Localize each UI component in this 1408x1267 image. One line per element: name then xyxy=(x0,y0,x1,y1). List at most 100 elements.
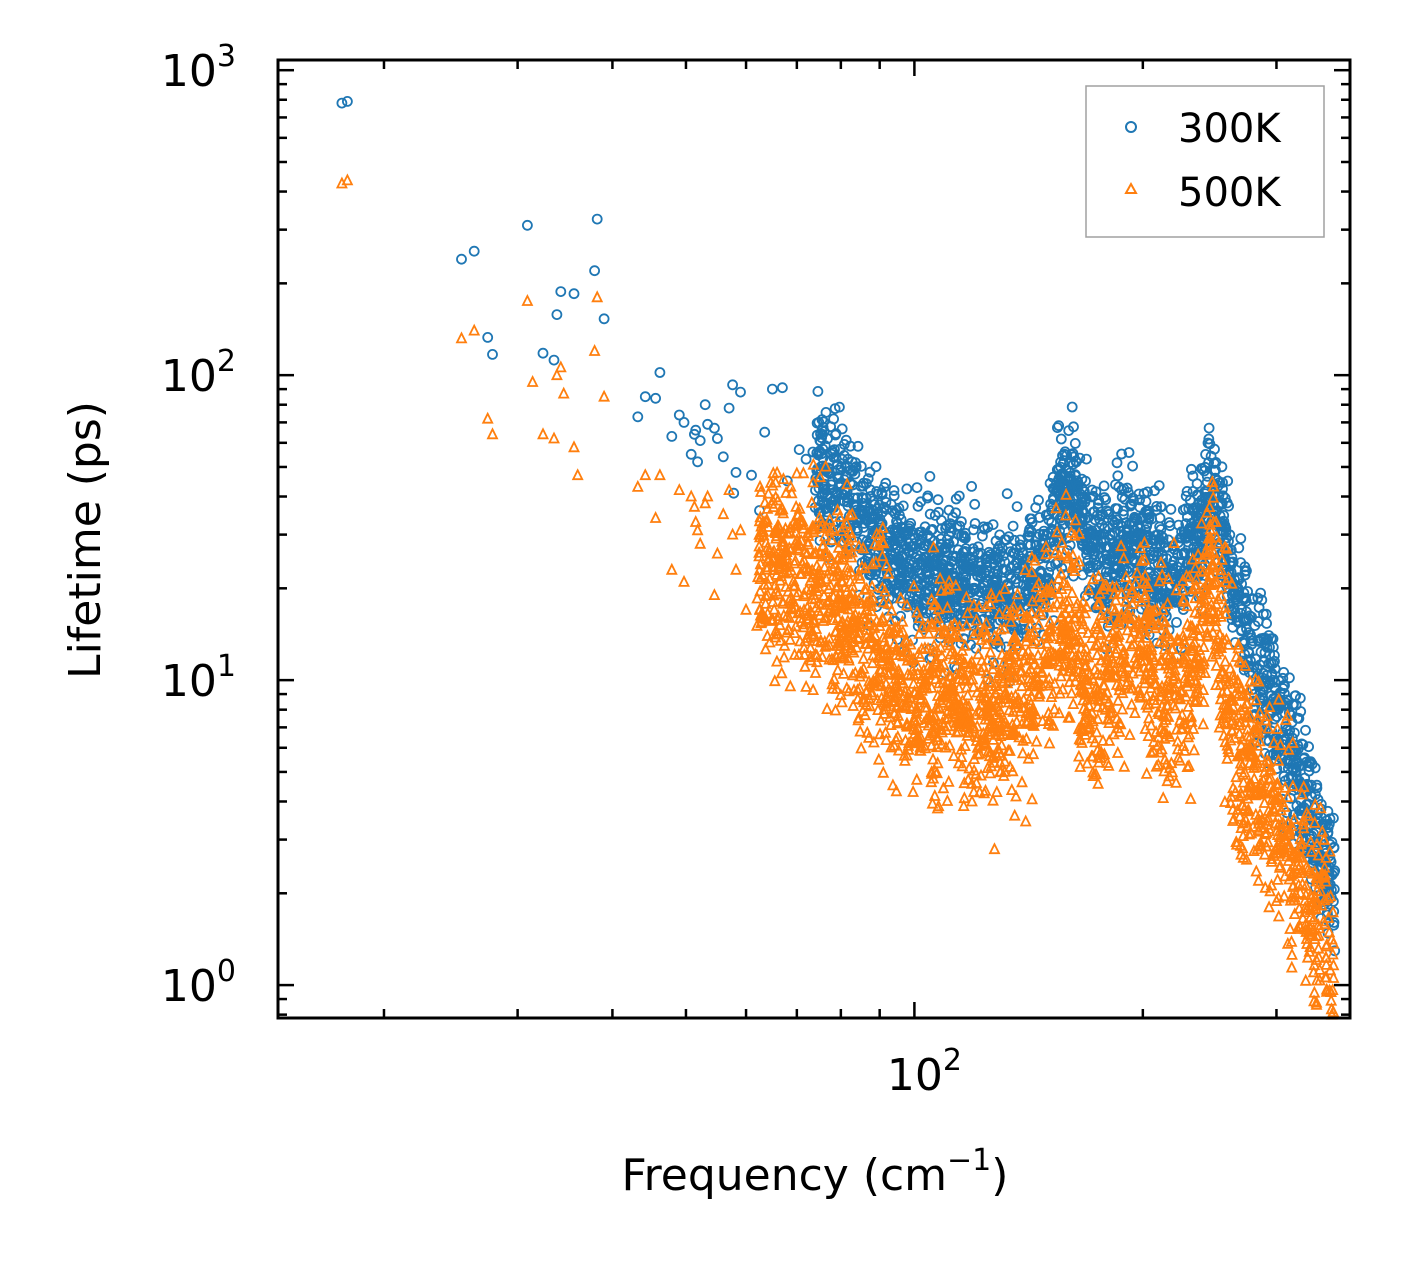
point-500K xyxy=(994,622,1007,635)
point-500K xyxy=(774,633,787,646)
point-500K xyxy=(784,479,797,492)
point-500K xyxy=(829,703,842,716)
point-300K xyxy=(1187,485,1199,497)
point-500K xyxy=(1214,692,1227,705)
point-300K xyxy=(1009,548,1020,560)
point-500K xyxy=(947,749,960,761)
point-500K xyxy=(983,706,995,719)
point-500K xyxy=(942,635,955,648)
point-500K xyxy=(1104,629,1116,642)
point-500K xyxy=(874,713,887,726)
point-500K xyxy=(1183,569,1196,582)
point-500K xyxy=(1027,677,1040,689)
point-500K xyxy=(1260,753,1273,766)
point-300K xyxy=(800,453,812,465)
point-500K xyxy=(967,784,980,797)
point-500K xyxy=(1129,576,1142,589)
point-500K xyxy=(1155,555,1168,568)
point-500K xyxy=(914,650,927,662)
point-500K xyxy=(964,657,977,670)
point-500K xyxy=(1117,551,1130,564)
point-500K xyxy=(977,660,990,673)
point-500K xyxy=(1293,841,1306,854)
point-300K xyxy=(852,440,864,452)
point-500K xyxy=(887,706,900,719)
point-500K xyxy=(1107,727,1120,740)
point-500K xyxy=(1128,706,1141,718)
point-500K xyxy=(1053,658,1066,671)
point-500K xyxy=(781,525,794,538)
point-500K xyxy=(1234,762,1247,774)
point-300K xyxy=(1005,562,1016,574)
point-300K xyxy=(1231,611,1242,623)
point-500K xyxy=(915,642,928,654)
point-300K xyxy=(548,354,560,366)
point-300K xyxy=(950,551,962,563)
point-500K xyxy=(1177,716,1190,728)
point-300K xyxy=(820,406,832,418)
point-500K xyxy=(1288,907,1301,919)
point-500K xyxy=(1085,749,1098,762)
point-500K xyxy=(1098,678,1111,691)
point-500K xyxy=(959,739,971,751)
point-500K xyxy=(1030,671,1043,683)
point-500K xyxy=(1209,619,1222,632)
point-500K xyxy=(665,562,678,575)
point-500K xyxy=(927,752,939,765)
point-500K xyxy=(1000,649,1013,662)
point-500K xyxy=(1317,832,1330,845)
point-300K xyxy=(1077,540,1088,552)
point-300K xyxy=(864,466,876,478)
point-500K xyxy=(807,683,820,695)
point-500K xyxy=(786,602,799,615)
point-500K xyxy=(1008,647,1021,660)
point-500K xyxy=(1063,675,1076,688)
point-500K xyxy=(937,690,950,703)
point-300K xyxy=(1101,558,1113,570)
point-500K xyxy=(1083,721,1096,733)
point-500K xyxy=(965,776,978,789)
point-500K xyxy=(987,793,999,806)
point-500K xyxy=(1220,717,1233,730)
point-500K xyxy=(843,653,855,666)
point-500K xyxy=(1236,732,1249,745)
point-500K xyxy=(1307,965,1320,978)
point-300K xyxy=(1082,538,1093,550)
point-300K xyxy=(828,413,839,425)
point-300K xyxy=(822,433,833,445)
point-500K xyxy=(867,735,880,748)
point-500K xyxy=(958,791,971,804)
point-300K xyxy=(973,556,985,568)
point-300K xyxy=(1174,540,1186,551)
point-300K xyxy=(1172,549,1184,561)
point-500K xyxy=(870,526,883,539)
point-500K xyxy=(981,652,994,665)
point-300K xyxy=(522,219,533,231)
point-500K xyxy=(1210,574,1223,587)
point-500K xyxy=(1007,599,1020,612)
point-500K xyxy=(838,546,851,559)
point-500K xyxy=(1136,644,1149,657)
point-500K xyxy=(1055,535,1068,548)
point-300K xyxy=(942,538,954,550)
point-500K xyxy=(961,606,974,619)
point-300K xyxy=(923,557,934,568)
point-500K xyxy=(1233,718,1246,731)
point-500K xyxy=(1156,699,1168,712)
point-500K xyxy=(959,638,971,651)
point-300K xyxy=(1245,629,1256,641)
point-500K xyxy=(980,616,993,629)
point-300K xyxy=(956,594,968,606)
point-300K xyxy=(1023,578,1035,590)
point-500K xyxy=(931,766,943,779)
point-500K xyxy=(847,698,860,711)
point-300K xyxy=(1024,523,1035,535)
point-300K xyxy=(1263,630,1275,641)
point-500K xyxy=(1016,775,1028,788)
point-300K xyxy=(1092,536,1104,548)
point-300K xyxy=(838,489,850,501)
point-300K xyxy=(1289,727,1300,739)
point-500K xyxy=(1202,545,1215,558)
point-500K xyxy=(760,535,773,548)
point-500K xyxy=(927,540,940,553)
